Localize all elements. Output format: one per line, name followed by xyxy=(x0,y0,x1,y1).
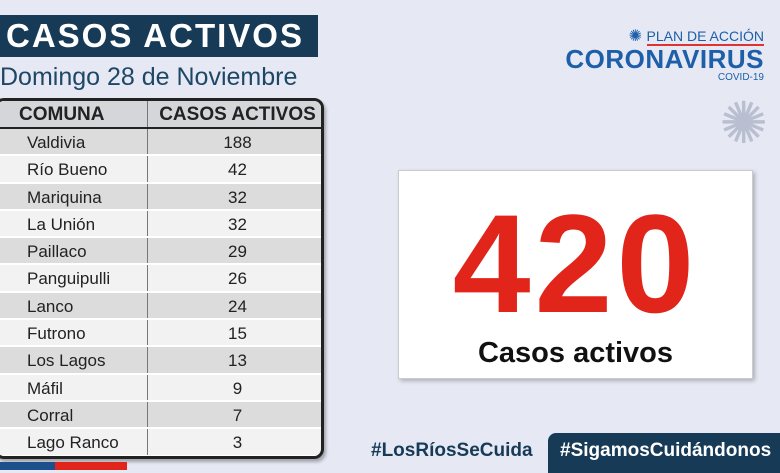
casos-cell: 9 xyxy=(232,378,243,398)
comuna-cell: Futrono xyxy=(0,320,148,346)
table-row: Corral 7 xyxy=(0,401,321,430)
comuna-cell: Panguipulli xyxy=(0,265,148,291)
table-row: Máfil 9 xyxy=(0,374,321,402)
casos-cell: 29 xyxy=(228,242,247,262)
casos-cell: 26 xyxy=(228,269,247,289)
casos-cell: 7 xyxy=(232,405,243,425)
comuna-cell: Máfil xyxy=(0,374,148,400)
hashtag-losrios: #LosRíosSeCuida xyxy=(371,440,533,461)
hashtag-sigamos: #SigamosCuidándonos xyxy=(548,433,780,473)
logo-plan: PLAN DE ACCIÓN xyxy=(646,28,764,46)
page-title: CASOS ACTIVOS xyxy=(0,15,318,57)
table-row: La Unión 32 xyxy=(0,210,321,239)
comuna-cell: Los Lagos xyxy=(0,347,148,373)
total-label: Casos activos xyxy=(477,337,674,369)
table-row: Río Bueno 42 xyxy=(0,156,321,184)
table-row: Lanco 24 xyxy=(0,292,321,321)
comuna-cell: Corral xyxy=(0,401,148,428)
casos-cell: 15 xyxy=(228,324,247,344)
flag-bar xyxy=(0,462,127,470)
table-row: Valdivia 188 xyxy=(0,129,321,157)
total-box: 420 Casos activos xyxy=(398,170,753,379)
comuna-cell: Río Bueno xyxy=(0,156,148,182)
table-row: Lago Ranco 3 xyxy=(0,429,321,456)
virus-icon: ✺ xyxy=(628,28,643,45)
date-subtitle: Domingo 28 de Noviembre xyxy=(0,63,298,91)
casos-cell: 32 xyxy=(228,187,247,207)
comuna-cell: Paillaco xyxy=(0,238,148,264)
casos-cell: 3 xyxy=(232,433,243,453)
table-row: Futrono 15 xyxy=(0,320,321,348)
comuna-cell: Lago Ranco xyxy=(0,429,148,455)
casos-cell: 32 xyxy=(228,214,247,234)
total-value: 420 xyxy=(452,185,699,342)
comuna-cell: Valdivia xyxy=(0,129,148,155)
table-header: COMUNA CASOS ACTIVOS xyxy=(0,101,321,129)
casos-cell: 188 xyxy=(223,133,252,152)
logo-name: CORONAVIRUS xyxy=(565,44,764,74)
casos-cell: 42 xyxy=(228,160,247,180)
coronavirus-logo: ✺ PLAN DE ACCIÓN CORONAVIRUS COVID-19 ✺ xyxy=(565,26,768,159)
virus-icon: ✺ xyxy=(719,91,768,156)
table-row: Panguipulli 26 xyxy=(0,265,321,293)
cases-table: COMUNA CASOS ACTIVOS Valdivia 188 Río Buen… xyxy=(0,98,324,459)
table-row: Mariquina 32 xyxy=(0,183,321,211)
header-casos: CASOS ACTIVOS xyxy=(159,104,316,125)
header-comuna: COMUNA xyxy=(0,101,148,127)
comuna-cell: La Unión xyxy=(0,210,148,237)
casos-cell: 13 xyxy=(228,351,247,371)
logo-sub: COVID-19 xyxy=(717,72,764,83)
comuna-cell: Mariquina xyxy=(0,183,148,209)
table-row: Paillaco 29 xyxy=(0,238,321,266)
table-row: Los Lagos 13 xyxy=(0,347,321,375)
casos-cell: 24 xyxy=(228,296,247,316)
comuna-cell: Lanco xyxy=(0,292,148,319)
